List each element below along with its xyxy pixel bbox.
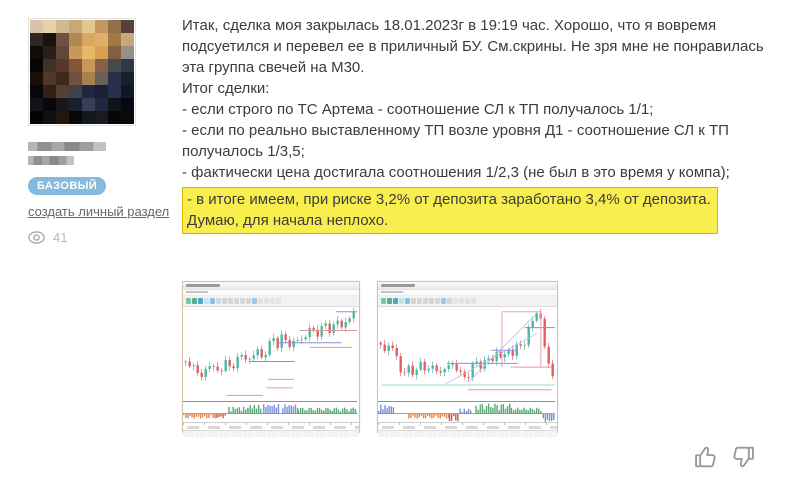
toolbar-icon (192, 298, 197, 304)
toolbar-icon (453, 298, 458, 304)
highlight-text-line: Думаю, для начала неплохо. (187, 212, 389, 229)
toolbar-icon (399, 298, 404, 304)
candlestick-price-area (183, 307, 357, 401)
toolbar-icon (222, 298, 227, 304)
toolbar-icon (216, 298, 221, 304)
post-body: Итак, сделка моя закрылась 18.01.2023г в… (182, 15, 767, 234)
eye-icon (28, 231, 45, 244)
chart-date-axis (378, 422, 557, 430)
post-text-line: эта группа свечей на М30. (182, 59, 365, 76)
toolbar-icon (417, 298, 422, 304)
toolbar-icon (276, 298, 281, 304)
vote-buttons (692, 443, 757, 471)
chart-window-titlebar (183, 282, 359, 290)
chart-window-menubar (378, 290, 557, 296)
chart-window-titlebar (378, 282, 557, 290)
toolbar-icon (234, 298, 239, 304)
toolbar-icon (465, 298, 470, 304)
chart-toolbar (378, 296, 557, 307)
toolbar-icon (258, 298, 263, 304)
view-counter: 41 (28, 230, 178, 245)
avatar[interactable] (28, 18, 136, 126)
indicator-histogram-panel (183, 401, 357, 422)
post-text-line: - фактически цена достигала соотношения … (182, 164, 730, 181)
toolbar-icon (447, 298, 452, 304)
author-sidebar: БАЗОВЫЙ создать личный раздел 41 (28, 18, 178, 245)
thumbs-down-button[interactable] (729, 443, 757, 471)
indicator-histogram-panel (378, 401, 555, 422)
highlight-text-line: - в итоге имеем, при риске 3,2% от депоз… (187, 191, 711, 208)
status-badge: БАЗОВЫЙ (28, 177, 107, 195)
toolbar-icon (228, 298, 233, 304)
chart-toolbar (183, 296, 359, 307)
toolbar-icon (441, 298, 446, 304)
post-text-line: получалось 1/3,5; (182, 143, 305, 160)
toolbar-icon (270, 298, 275, 304)
toolbar-icon (459, 298, 464, 304)
view-count: 41 (53, 230, 68, 245)
username-blurred-line1 (28, 142, 106, 151)
create-personal-section-link[interactable]: создать личный раздел (28, 204, 170, 219)
thumbs-up-button[interactable] (692, 443, 720, 471)
avatar-pixelated-image (30, 20, 134, 124)
post-text-line: - если по реально выставленному ТП возле… (182, 122, 729, 139)
post-text-line: подсуетился и перевел ее в приличный БУ.… (182, 38, 764, 55)
post-text-line: Итог сделки: (182, 80, 270, 97)
toolbar-icon (204, 298, 209, 304)
toolbar-icon (264, 298, 269, 304)
chart-status-bar (378, 430, 557, 437)
toolbar-icon (252, 298, 257, 304)
chart-date-axis (183, 422, 359, 430)
toolbar-icon (210, 298, 215, 304)
toolbar-icon (429, 298, 434, 304)
candlestick-price-area (378, 307, 555, 401)
toolbar-icon (186, 298, 191, 304)
toolbar-icon (411, 298, 416, 304)
toolbar-icon (198, 298, 203, 304)
toolbar-icon (240, 298, 245, 304)
toolbar-icon (423, 298, 428, 304)
chart-window-menubar (183, 290, 359, 296)
username-blurred-line2 (28, 156, 74, 165)
chart-status-bar (183, 430, 359, 437)
post-text-line: Итак, сделка моя закрылась 18.01.2023г в… (182, 17, 717, 34)
toolbar-icon (246, 298, 251, 304)
toolbar-icon (381, 298, 386, 304)
chart-screenshot-1[interactable] (182, 281, 360, 437)
chart-screenshot-2[interactable] (377, 281, 558, 437)
toolbar-icon (405, 298, 410, 304)
toolbar-icon (471, 298, 476, 304)
highlighted-summary: - в итоге имеем, при риске 3,2% от депоз… (182, 187, 718, 234)
toolbar-icon (435, 298, 440, 304)
post-text-line: - если строго по ТС Артема - соотношение… (182, 101, 654, 118)
toolbar-icon (393, 298, 398, 304)
toolbar-icon (387, 298, 392, 304)
